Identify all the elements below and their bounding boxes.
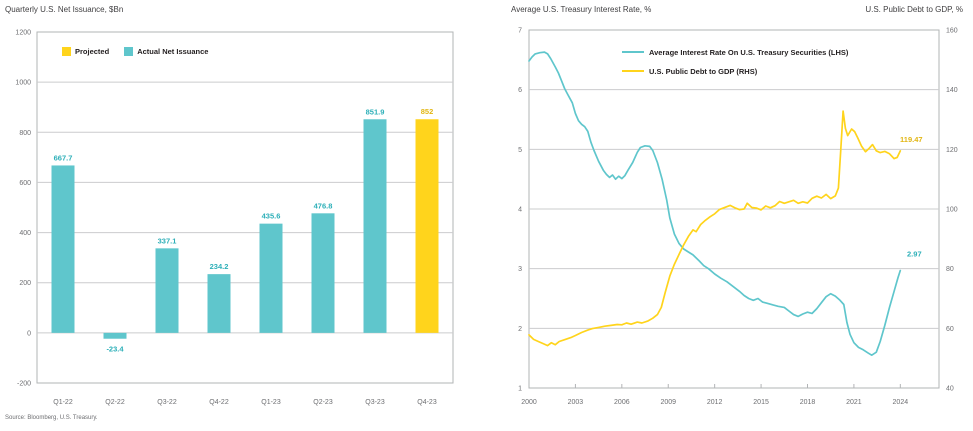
legend-label-debt-gdp: U.S. Public Debt to GDP (RHS) <box>649 66 758 76</box>
source-note: Source: Bloomberg, U.S. Treasury. <box>5 415 98 421</box>
lhs-axis-tick-label: 4 <box>518 207 522 214</box>
y-axis-tick-label: 200 <box>19 280 31 287</box>
line-chart-title-left: Average U.S. Treasury Interest Rate, % <box>511 5 652 14</box>
series-line <box>528 110 902 347</box>
interest-rate-line-icon <box>622 51 644 53</box>
rhs-axis-tick-label: 40 <box>946 386 954 393</box>
y-axis-tick-label: 400 <box>19 230 31 237</box>
legend-label-projected: Projected <box>75 47 110 56</box>
y-axis-tick-label: 0 <box>27 330 31 337</box>
bar-value-label: 337.1 <box>158 236 177 245</box>
bar <box>155 248 179 333</box>
series-end-label: 2.97 <box>907 249 922 258</box>
legend-item-projected: Projected <box>62 47 109 56</box>
x-axis-tick-label: 2021 <box>846 399 862 406</box>
bar <box>103 332 127 339</box>
x-axis-tick-label: 2006 <box>614 399 630 406</box>
bar-value-label: 851.9 <box>366 107 385 116</box>
lhs-axis-tick-label: 2 <box>518 326 522 333</box>
lhs-axis-tick-label: 6 <box>518 87 522 94</box>
x-axis-tick-label: 2018 <box>800 399 816 406</box>
y-axis-tick-label: 800 <box>19 130 31 137</box>
x-axis-tick-label: 2024 <box>893 399 909 406</box>
plot-border <box>36 31 454 384</box>
bar <box>207 274 231 333</box>
series-end-label: 119.47 <box>900 135 923 144</box>
rhs-axis-tick-label: 120 <box>946 147 958 154</box>
bar <box>259 223 283 333</box>
actual-swatch-icon <box>124 47 134 56</box>
bar-chart-title: Quarterly U.S. Net Issuance, $Bn <box>5 5 124 14</box>
net-issuance-chart-panel: Quarterly U.S. Net Issuance, $Bn 1200 100… <box>0 0 486 431</box>
x-axis-tick-label: Q3-23 <box>365 399 385 406</box>
bar-value-label: 476.8 <box>314 201 333 210</box>
bar-value-label: 852 <box>421 107 434 116</box>
x-axis-tick-label: 2012 <box>707 399 723 406</box>
x-axis-tick-label: 2003 <box>568 399 584 406</box>
bar <box>363 119 387 333</box>
debt-gdp-line-icon <box>622 70 644 72</box>
bar-value-label: 667.7 <box>54 153 73 162</box>
series-line <box>528 51 902 357</box>
lhs-axis-tick-label: 7 <box>518 28 522 35</box>
x-axis-tick-label: Q4-23 <box>417 399 437 406</box>
bar <box>51 165 75 333</box>
rate-vs-debt-chart-panel: Average U.S. Treasury Interest Rate, % U… <box>487 0 973 431</box>
lhs-axis-tick-label: 1 <box>518 386 522 393</box>
rhs-axis-tick-label: 100 <box>946 207 958 214</box>
legend-item-interest-rate: Average Interest Rate On U.S. Treasury S… <box>622 46 848 58</box>
legend-item-actual: Actual Net Issuance <box>124 47 208 56</box>
x-axis-tick-label: Q2-22 <box>105 399 125 406</box>
legend-label-interest-rate: Average Interest Rate On U.S. Treasury S… <box>649 47 849 57</box>
bar-value-label: 435.6 <box>262 212 281 221</box>
x-axis-tick-label: 2015 <box>753 399 769 406</box>
x-axis-tick-label: Q3-22 <box>157 399 177 406</box>
rhs-axis-tick-label: 160 <box>946 28 958 35</box>
projected-swatch-icon <box>62 47 71 56</box>
bar <box>415 119 439 333</box>
x-axis-tick-label: Q2-23 <box>313 399 333 406</box>
y-axis-tick-label: 1200 <box>15 30 31 37</box>
x-axis-tick-label: 2009 <box>660 399 676 406</box>
x-axis-tick-label: Q1-23 <box>261 399 281 406</box>
bar-value-label: 234.2 <box>210 262 229 271</box>
legend-item-debt-gdp: U.S. Public Debt to GDP (RHS) <box>622 65 848 77</box>
bar-chart-plot: 1200 1000 800 600 400 200 0 -200 667.7 Q1-22 -23.4… <box>15 30 454 406</box>
lhs-axis-tick-label: 3 <box>518 266 522 273</box>
bar-value-label: -23.4 <box>106 345 124 354</box>
x-axis-tick-label: 2000 <box>521 399 537 406</box>
lhs-axis-tick-label: 5 <box>518 147 522 154</box>
bar-chart-legend: Projected Actual Net Issuance <box>62 47 208 56</box>
x-axis-tick-label: Q1-22 <box>53 399 73 406</box>
rhs-axis-tick-label: 140 <box>946 87 958 94</box>
y-axis-tick-label: -200 <box>17 381 31 388</box>
y-axis-tick-label: 1000 <box>15 80 31 87</box>
bar <box>311 213 335 333</box>
rhs-axis-tick-label: 80 <box>946 266 954 273</box>
rhs-axis-tick-label: 60 <box>946 326 954 333</box>
y-axis-tick-label: 600 <box>19 180 31 187</box>
line-chart-title-right: U.S. Public Debt to GDP, % <box>865 5 963 14</box>
line-chart-legend: Average Interest Rate On U.S. Treasury S… <box>622 46 848 84</box>
legend-label-actual: Actual Net Issuance <box>137 47 209 56</box>
x-axis-tick-label: Q4-22 <box>209 399 229 406</box>
